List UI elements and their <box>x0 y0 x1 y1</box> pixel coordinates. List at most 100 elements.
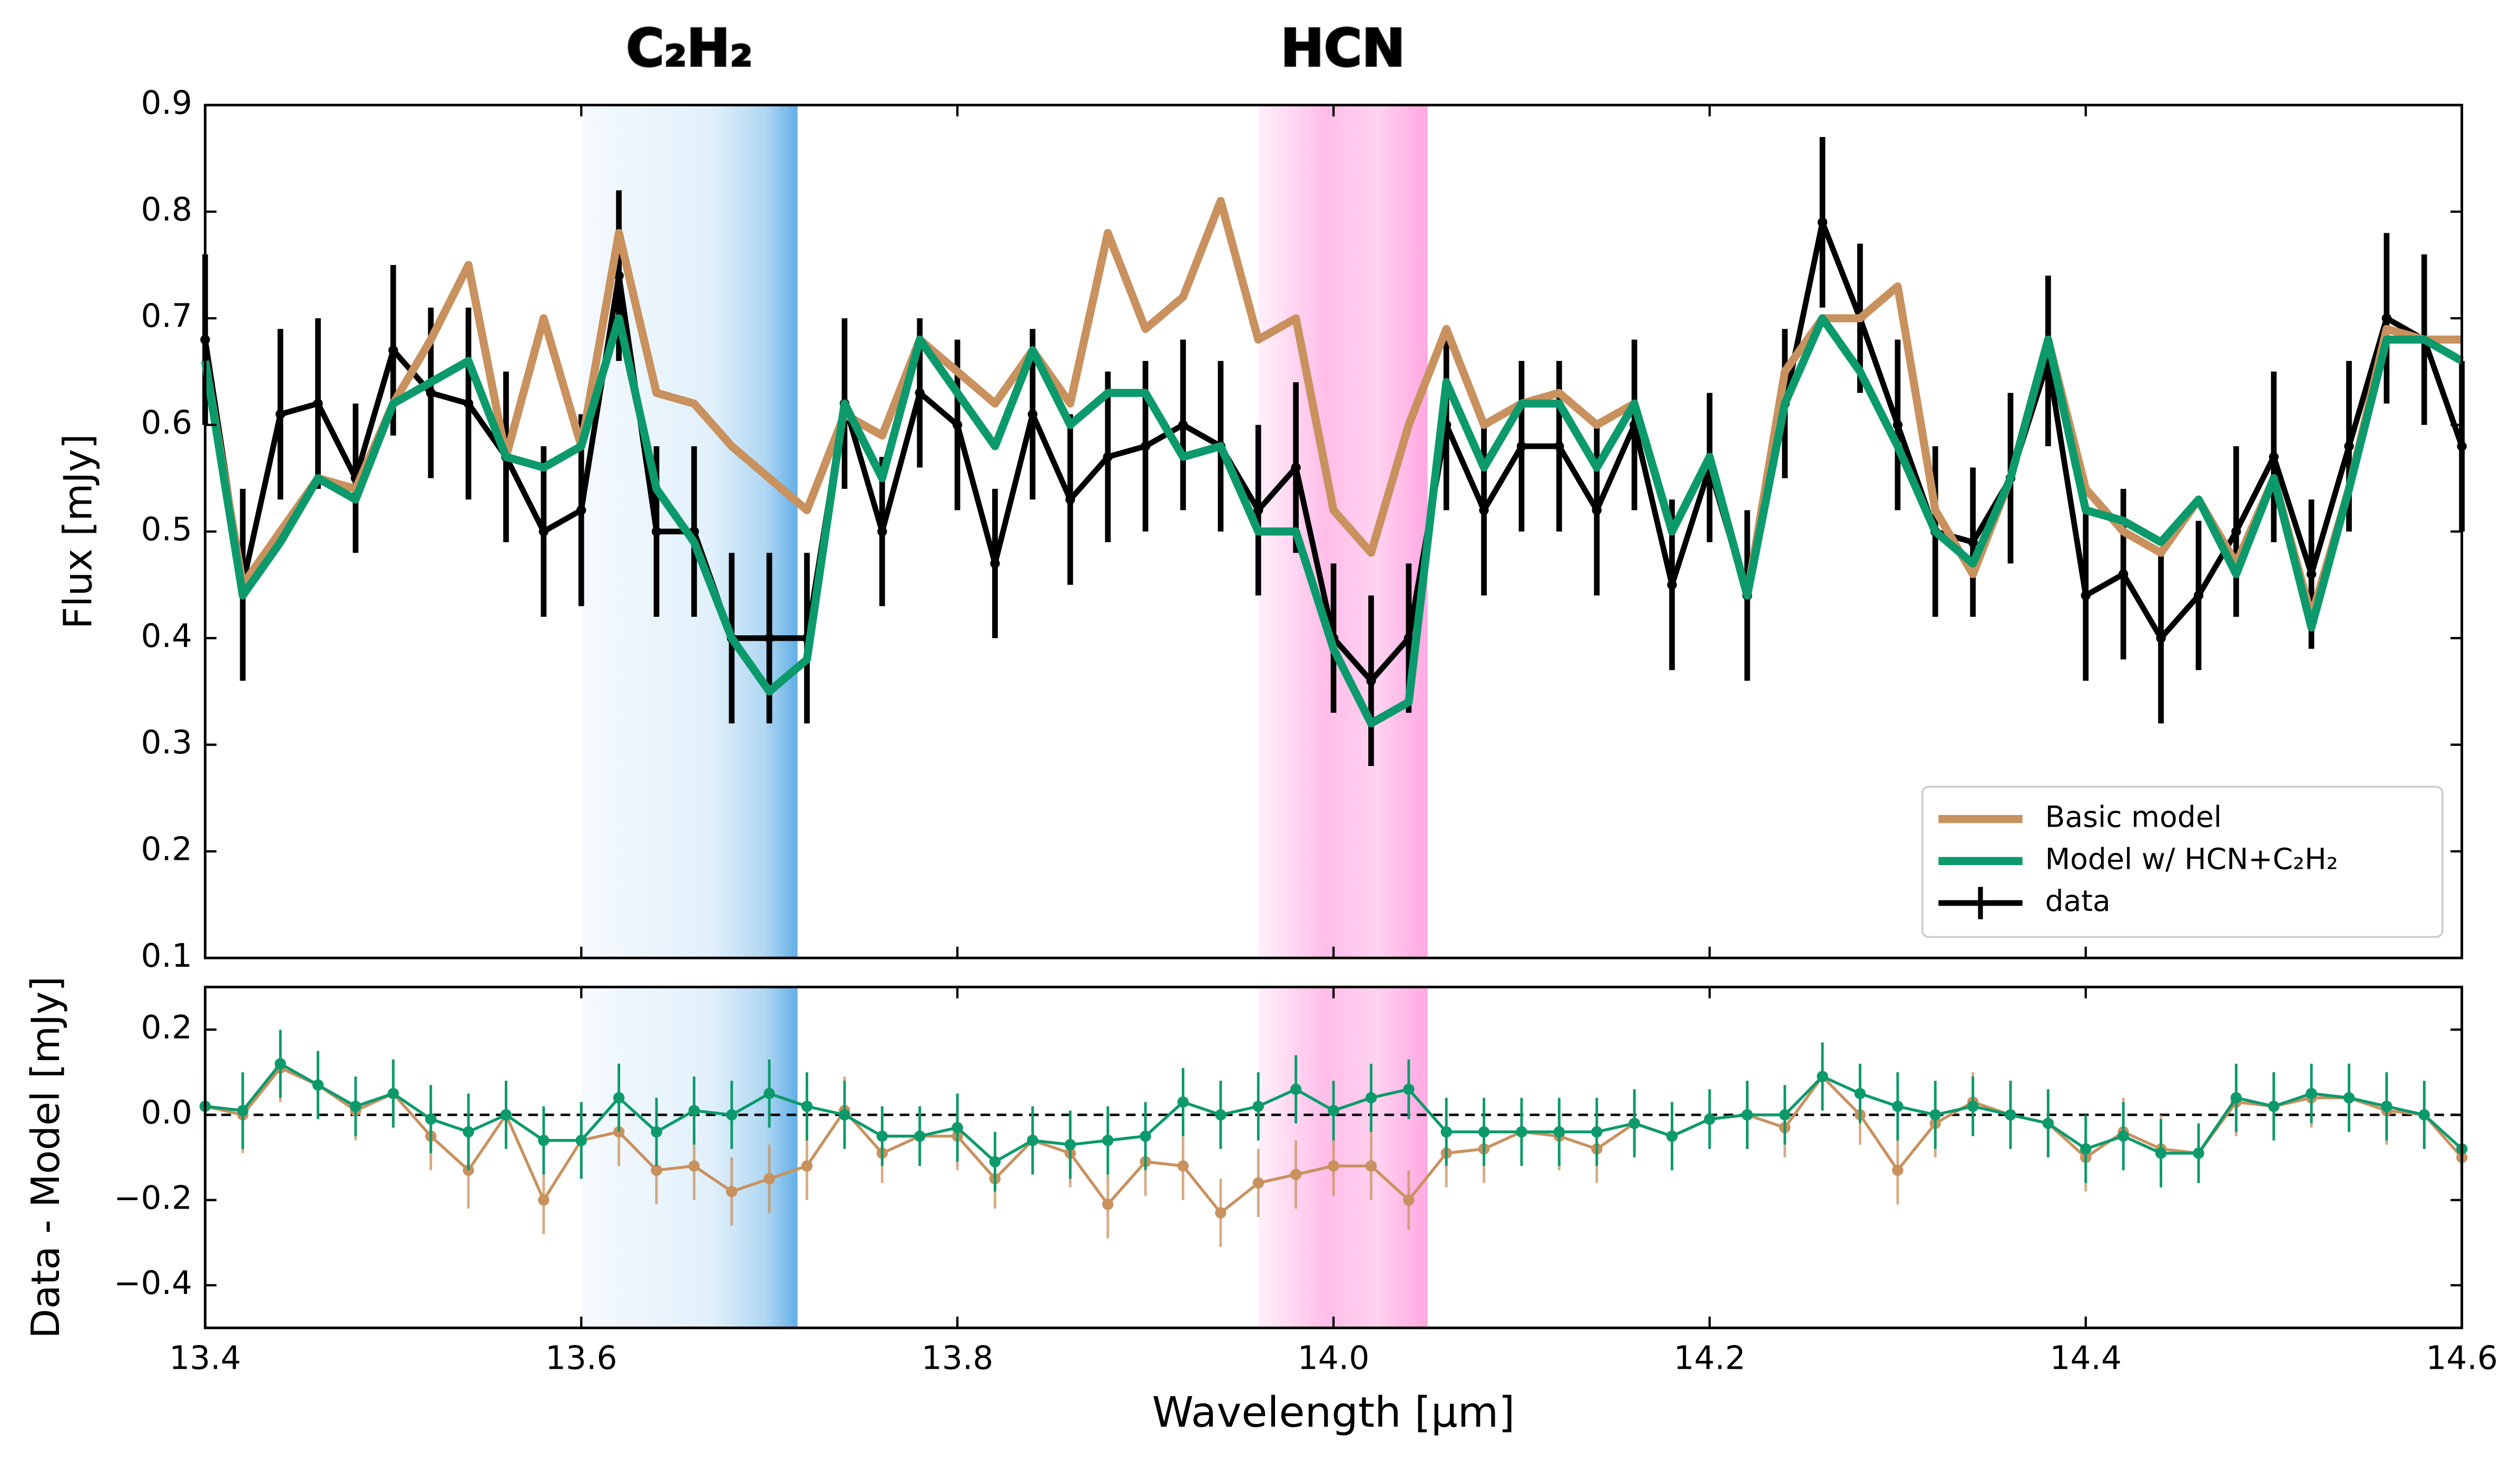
data-point <box>651 1126 662 1138</box>
data-point <box>1929 1109 1941 1121</box>
data-point <box>1102 1134 1114 1146</box>
data-point <box>2418 1109 2430 1121</box>
data-point <box>313 398 323 409</box>
data-point <box>538 526 549 537</box>
data-point <box>500 1109 512 1121</box>
data-point <box>1440 1126 1452 1138</box>
legend-label: data <box>2045 885 2111 918</box>
data-point <box>1553 1126 1565 1138</box>
band-label: HCN <box>1281 18 1405 79</box>
data-point <box>387 1087 399 1100</box>
x-tick-label: 14.6 <box>2426 1339 2498 1377</box>
data-point <box>952 1122 963 1134</box>
data-point <box>876 1130 888 1142</box>
y-tick-label: 0.2 <box>141 1009 192 1046</box>
y-tick-label: 0.3 <box>141 724 192 761</box>
data-point <box>2193 1147 2204 1159</box>
data-point <box>2230 1092 2242 1104</box>
data-point <box>2193 591 2204 601</box>
x-tick-label: 14.4 <box>2050 1339 2122 1377</box>
data-point <box>1178 420 1188 430</box>
data-point <box>275 409 286 419</box>
data-point <box>1516 441 1527 452</box>
data-point <box>1779 1109 1791 1121</box>
data-point <box>2344 441 2354 452</box>
data-point <box>613 1092 625 1104</box>
data-point <box>2118 569 2129 579</box>
data-point <box>1027 1134 1038 1146</box>
data-point <box>651 526 662 537</box>
data-point <box>1177 1096 1189 1108</box>
data-point <box>839 1109 850 1121</box>
data-point <box>1328 1160 1339 1172</box>
data-point <box>1252 1101 1264 1112</box>
molecule-band <box>1258 987 1428 1328</box>
data-point <box>2381 1101 2392 1112</box>
data-point <box>312 1079 324 1091</box>
data-point <box>1064 1139 1076 1151</box>
data-point <box>877 526 887 537</box>
y-tick-label: 0.6 <box>141 404 192 441</box>
data-point <box>2343 1092 2355 1104</box>
data-point <box>1479 505 1489 515</box>
data-point <box>1591 1126 1603 1138</box>
data-point <box>1291 463 1301 473</box>
data-point <box>688 1105 700 1116</box>
y-axis-label: Data - Model [mJy] <box>24 976 68 1339</box>
y-axis-label: Flux [mJy] <box>56 434 101 630</box>
data-point <box>990 558 1000 568</box>
data-point <box>1892 1164 1904 1176</box>
data-point <box>989 1156 1001 1167</box>
data-point <box>1366 675 1376 686</box>
x-tick-label: 14.0 <box>1298 1339 1370 1377</box>
y-tick-label: 0.9 <box>141 84 192 122</box>
data-point <box>1666 1130 1678 1142</box>
data-point <box>1817 217 1828 228</box>
data-point <box>1892 1101 1904 1112</box>
y-tick-label: 0.8 <box>141 191 192 228</box>
data-point <box>538 1194 550 1206</box>
data-point <box>801 1101 813 1112</box>
data-point <box>651 1164 662 1176</box>
y-tick-label: 0.2 <box>141 831 192 868</box>
data-point <box>1290 1169 1302 1181</box>
data-point <box>463 1126 474 1138</box>
data-point <box>1365 1160 1377 1172</box>
data-point <box>1478 1126 1490 1138</box>
data-point <box>914 1130 926 1142</box>
data-point <box>1065 494 1075 505</box>
data-point <box>2005 1109 2016 1121</box>
data-point <box>1403 1083 1415 1095</box>
data-point <box>426 388 436 398</box>
data-point <box>2081 591 2091 601</box>
data-point <box>1140 1130 1151 1142</box>
y-tick-label: 0.0 <box>141 1094 192 1132</box>
data-point <box>1027 409 1038 419</box>
data-point <box>1253 505 1263 515</box>
data-point <box>237 1105 249 1116</box>
data-point <box>2156 633 2166 643</box>
data-point <box>425 1113 437 1125</box>
data-point <box>801 1160 813 1172</box>
data-point <box>2042 1117 2054 1129</box>
data-point <box>2306 569 2317 579</box>
y-tick-label: 0.5 <box>141 511 192 548</box>
data-point <box>726 1109 738 1121</box>
data-point <box>1893 420 1903 430</box>
data-point <box>1516 1126 1527 1138</box>
data-point <box>614 270 624 281</box>
data-point <box>538 1134 550 1146</box>
x-tick-label: 13.6 <box>545 1339 617 1377</box>
data-point <box>2381 313 2392 323</box>
data-point <box>688 1160 700 1172</box>
data-point <box>2155 1147 2167 1159</box>
data-point <box>1252 1177 1264 1189</box>
data-point <box>1403 1194 1415 1206</box>
data-point <box>1667 580 1677 590</box>
data-point <box>1140 441 1151 452</box>
data-point <box>350 1101 361 1112</box>
data-point <box>576 505 586 515</box>
data-point <box>726 1185 738 1198</box>
data-point <box>2269 452 2279 462</box>
data-point <box>1215 1109 1227 1121</box>
